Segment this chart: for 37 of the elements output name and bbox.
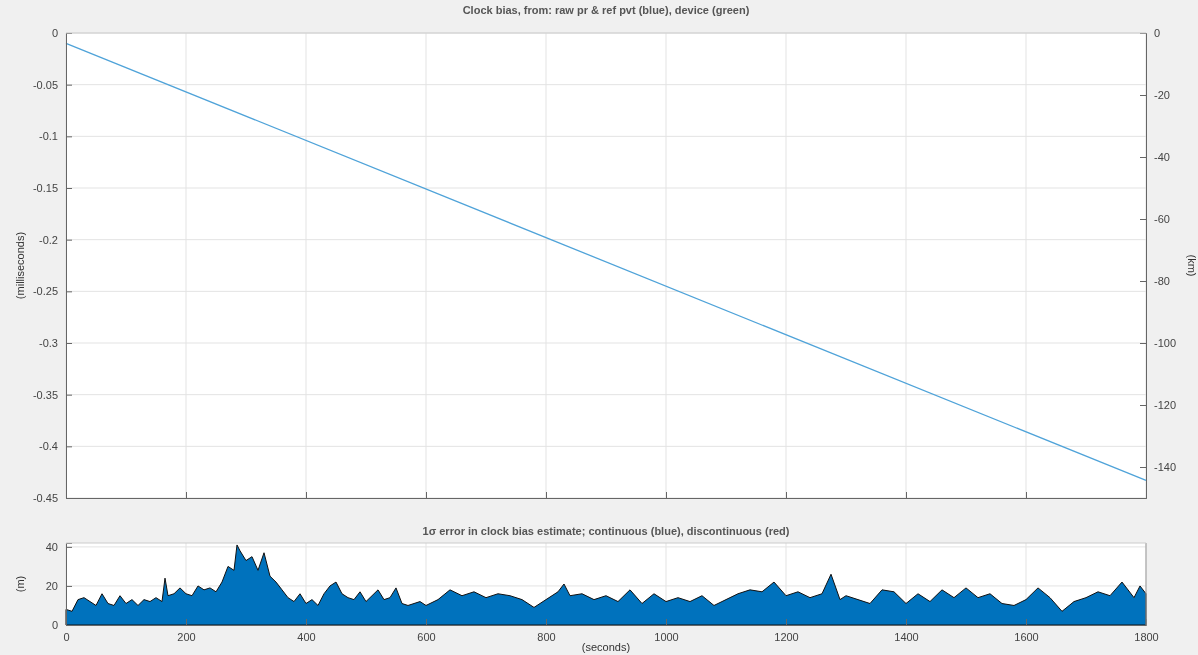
- y2-tick-label: -40: [1154, 151, 1170, 164]
- x-tick-label: 0: [63, 630, 70, 643]
- y-tick-label: -0.25: [32, 285, 58, 298]
- y2-tick-label: -140: [1154, 461, 1177, 474]
- y2-tick-label: -20: [1154, 89, 1170, 102]
- x-tick-label: 1000: [654, 630, 679, 643]
- y-tick-label: -0.35: [32, 388, 58, 401]
- y2-tick-label: -100: [1154, 337, 1177, 350]
- y-tick-label: -0.1: [39, 130, 58, 143]
- chart-title: 1σ error in clock bias estimate; continuous (blue), discontinuous (red): [422, 525, 790, 537]
- y-tick-label: 20: [45, 579, 58, 592]
- x-tick-label: 400: [297, 630, 316, 643]
- y-tick-label: 0: [51, 27, 58, 40]
- y2-tick-label: -120: [1154, 399, 1177, 412]
- y-tick-label: -0.4: [39, 440, 58, 453]
- x-tick-label: 1800: [1134, 630, 1159, 643]
- y2-tick-label: -80: [1154, 275, 1170, 288]
- y2-axis-title: (km): [1186, 254, 1198, 277]
- y2-tick-label: 0: [1154, 27, 1161, 40]
- y-tick-label: 0: [51, 619, 58, 632]
- y-tick-label: 40: [45, 540, 58, 553]
- x-tick-label: 1600: [1014, 630, 1039, 643]
- y-tick-label: -0.05: [32, 78, 58, 91]
- y2-tick-label: -60: [1154, 213, 1170, 226]
- y-tick-label: -0.15: [32, 182, 58, 195]
- x-tick-label: 200: [177, 630, 196, 643]
- y-tick-label: -0.3: [39, 337, 58, 350]
- x-tick-label: 600: [417, 630, 436, 643]
- x-tick-label: 1400: [894, 630, 919, 643]
- y-tick-label: -0.2: [39, 233, 58, 246]
- y-axis-title: (m): [14, 575, 26, 593]
- chart-title: Clock bias, from: raw pr & ref pvt (blue), device (green): [462, 4, 750, 16]
- x-axis-title: (seconds): [581, 641, 631, 653]
- x-tick-label: 800: [537, 630, 556, 643]
- x-tick-label: 1200: [774, 630, 799, 643]
- y-axis-title: (milliseconds): [14, 231, 26, 300]
- y-tick-label: -0.45: [32, 492, 58, 505]
